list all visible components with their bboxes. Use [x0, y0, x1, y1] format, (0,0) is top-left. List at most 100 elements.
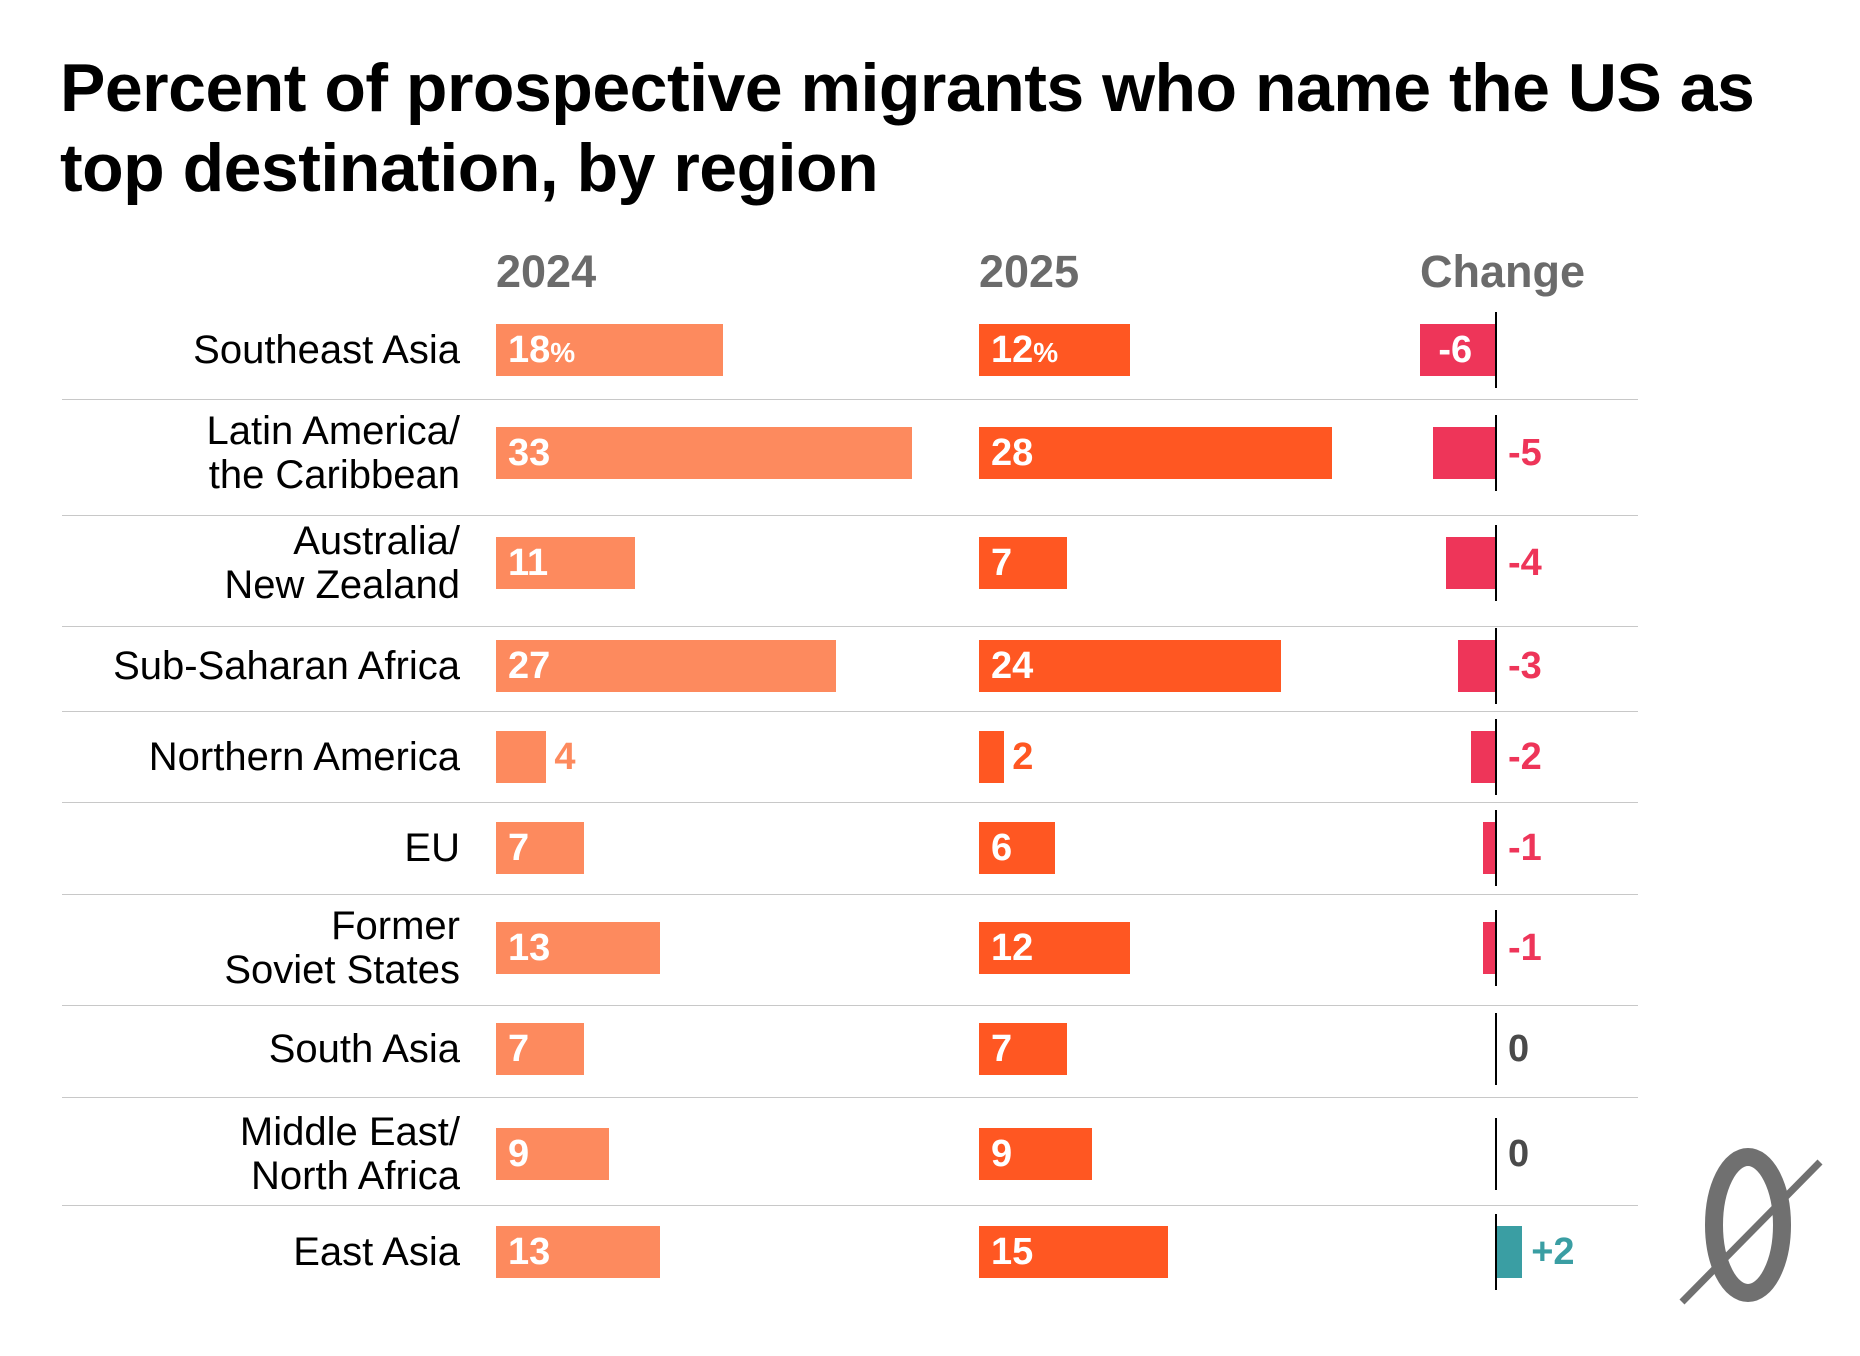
change-zero-line: [1495, 910, 1497, 986]
region-label: Northern America: [148, 735, 460, 779]
region-label: Latin America/ the Caribbean: [206, 409, 460, 497]
row-separator: [62, 711, 1638, 712]
bar-value-number: 6: [991, 827, 1013, 869]
bar-2025: [979, 822, 1055, 874]
change-zero-line: [1495, 1214, 1497, 1290]
bar-value-number: 9: [991, 1133, 1013, 1175]
bar-2024: [496, 822, 585, 874]
change-value-label: -3: [1508, 645, 1542, 687]
percent-sign: %: [1033, 337, 1059, 368]
change-zero-line: [1495, 810, 1497, 886]
bar-value-label-2024: 11: [508, 537, 548, 589]
bar-value-label-2024: 33: [508, 427, 550, 479]
bar-value-label-2025: 6: [991, 822, 1012, 874]
bar-value-label-2025: 12: [991, 922, 1033, 974]
row-separator: [62, 626, 1638, 627]
bar-value-number: 7: [508, 827, 530, 869]
change-zero-line: [1495, 719, 1497, 795]
change-zero-line: [1495, 415, 1497, 491]
bar-value-number: 9: [508, 1133, 530, 1175]
bar-2025: [979, 731, 1005, 783]
bar-value-label-2025: 9: [991, 1128, 1012, 1180]
row-separator: [62, 1005, 1638, 1006]
bar-2025: [979, 1023, 1068, 1075]
publication-logo-icon: [1679, 1148, 1823, 1305]
bar-2024: [496, 731, 547, 783]
region-label: Middle East/ North Africa: [239, 1110, 460, 1198]
change-value-label: -6: [1438, 329, 1473, 371]
bar-value-number: 13: [508, 927, 551, 969]
change-bar: [1458, 640, 1496, 692]
bar-value-number: 18: [508, 329, 551, 371]
bar-2025: [979, 640, 1282, 692]
change-value-label: +2: [1531, 1231, 1575, 1273]
region-label: Sub-Saharan Africa: [113, 644, 460, 688]
bar-value-number: 11: [508, 542, 549, 584]
bar-value-number: 27: [508, 645, 551, 687]
change-value-label: -2: [1508, 736, 1542, 778]
change-value-label: 0: [1508, 1133, 1530, 1175]
row-separator: [62, 894, 1638, 895]
bar-2024: [496, 537, 635, 589]
bar-2025: [979, 427, 1332, 479]
change-bar: [1420, 324, 1496, 376]
bar-value-label-2025: 15: [991, 1226, 1033, 1278]
percent-sign: %: [550, 337, 576, 368]
row-separator: [62, 802, 1638, 803]
bar-value-number: 7: [991, 542, 1013, 584]
bar-value-number: 24: [991, 645, 1034, 687]
row-separator: [62, 515, 1638, 516]
bar-2024: [496, 324, 723, 376]
bar-value-label-2024: 7: [508, 1023, 529, 1075]
change-zero-line: [1495, 525, 1497, 601]
bar-value-label-2024: 18%: [508, 324, 575, 379]
column-header-change: Change: [1420, 246, 1586, 297]
row-separator: [62, 399, 1638, 400]
bar-2024: [496, 640, 837, 692]
bar-2025: [979, 324, 1131, 376]
bar-value-number: 13: [508, 1231, 551, 1273]
bar-value-label-2024: 4: [554, 731, 575, 783]
bar-value-label-2025: 7: [991, 537, 1012, 589]
bar-value-label-2024: 13: [508, 1226, 550, 1278]
bar-value-number: 12: [991, 329, 1034, 371]
change-value-label: -5: [1508, 432, 1542, 474]
change-value-label: -1: [1508, 927, 1542, 969]
bar-value-label-2025: 12%: [991, 324, 1058, 379]
bar-value-label-2025: 2: [1012, 731, 1033, 783]
bar-value-label-2024: 9: [508, 1128, 529, 1180]
column-header-2025: 2025: [979, 246, 1080, 297]
bar-value-number: 33: [508, 432, 551, 474]
bar-2024: [496, 922, 660, 974]
column-header-2024: 2024: [496, 246, 597, 297]
row-separator: [62, 1097, 1638, 1098]
bar-value-number: 15: [991, 1231, 1034, 1273]
bar-2024: [496, 427, 912, 479]
bar-2025: [979, 1226, 1168, 1278]
change-bar: [1445, 537, 1496, 589]
region-label: East Asia: [293, 1230, 460, 1274]
bar-2025: [979, 922, 1131, 974]
row-separator: [62, 1205, 1638, 1206]
change-bar: [1483, 822, 1496, 874]
bar-value-label-2025: 24: [991, 640, 1033, 692]
bar-value-number: 28: [991, 432, 1034, 474]
region-label: Southeast Asia: [193, 328, 460, 372]
bar-value-label-2024: 27: [508, 640, 550, 692]
change-bar: [1470, 731, 1496, 783]
change-value-label: -1: [1508, 827, 1542, 869]
bar-value-number: 7: [508, 1028, 530, 1070]
bar-2024: [496, 1128, 610, 1180]
change-zero-line: [1495, 628, 1497, 704]
bar-value-number: 12: [991, 927, 1034, 969]
bar-value-number: 4: [554, 736, 576, 778]
change-value-label: 0: [1508, 1028, 1530, 1070]
change-zero-line: [1495, 1013, 1497, 1085]
region-label: Australia/ New Zealand: [224, 519, 460, 607]
bar-value-label-2024: 7: [508, 822, 529, 874]
bar-value-number: 7: [991, 1028, 1013, 1070]
change-bar: [1497, 1226, 1523, 1278]
chart-title: Percent of prospective migrants who name…: [60, 50, 1755, 206]
bar-2024: [496, 1226, 660, 1278]
region-label: South Asia: [268, 1027, 460, 1071]
